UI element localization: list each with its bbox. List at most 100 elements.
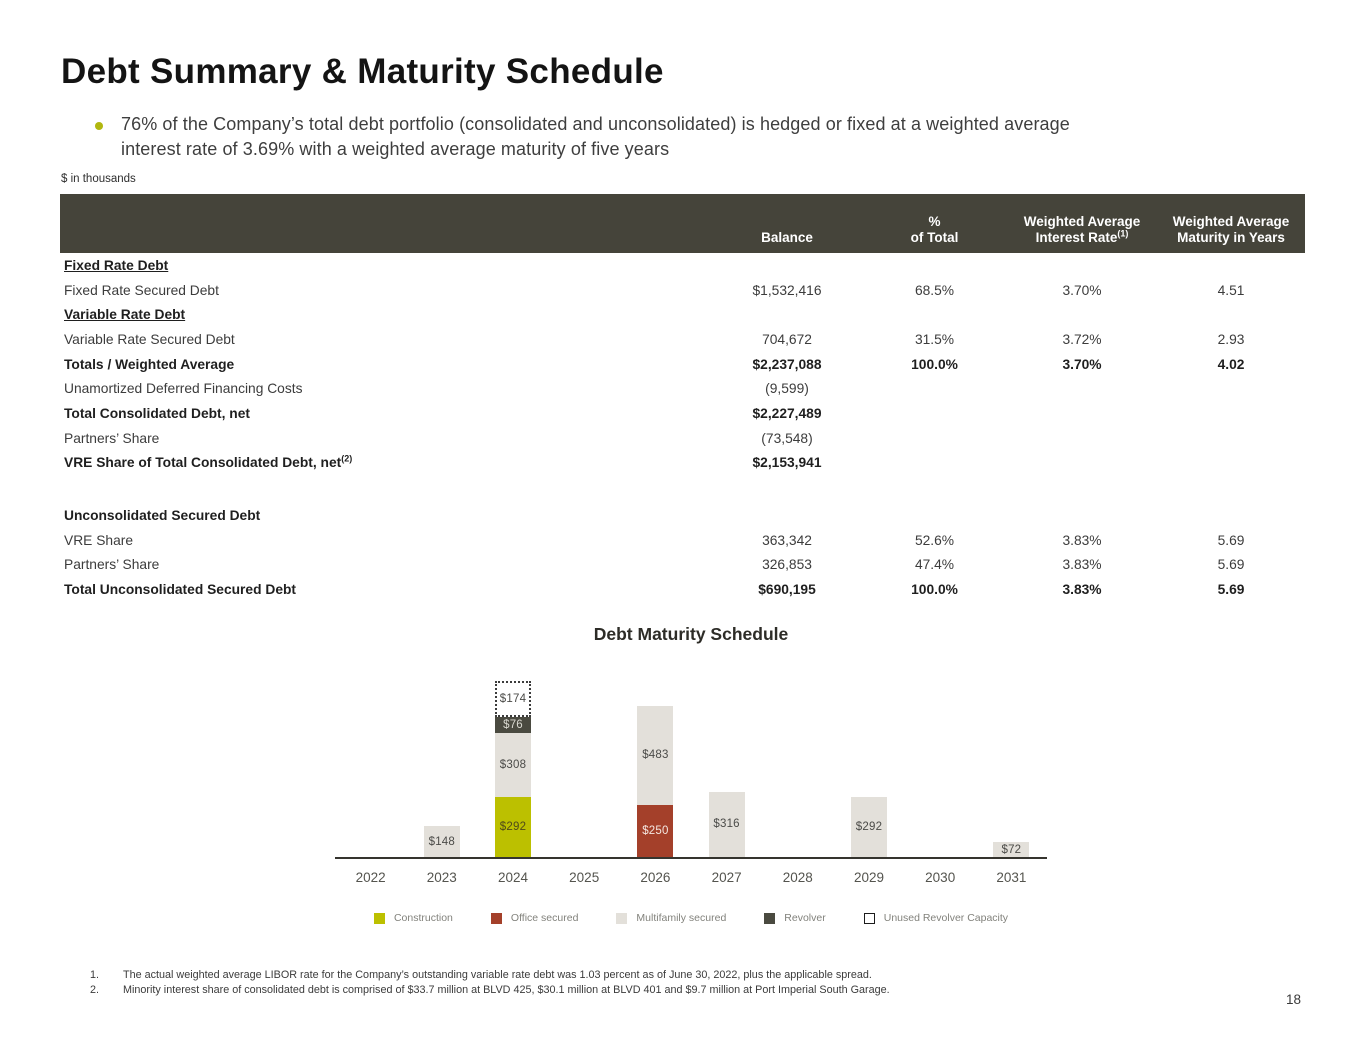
footnote-number: 2. [90,983,100,996]
row-label: Variable Rate Secured Debt [64,331,235,347]
row-pct-of-total: 100.0% [911,356,958,372]
legend-swatch [764,912,776,924]
table-header: Balance % of Total Weighted Average Inte… [60,194,1305,253]
row-label: Fixed Rate Secured Debt [64,282,219,298]
x-axis-label: 2031 [996,870,1027,885]
legend-label: Unused Revolver Capacity [883,912,1009,924]
chart-legend: Construction Office secured Multifamily se… [335,912,1047,924]
footnotes: 1. The actual weighted average LIBOR rate… [90,968,890,997]
bar-segment-unused-revolver-capacity: $174 [495,681,531,718]
header-cell-maturity: Weighted Average Maturity in Years [1157,214,1305,246]
bar-label: $148 [428,835,455,848]
bullet-icon [95,122,103,130]
legend-item-revolver: Revolver [764,912,826,924]
header-maturity-line2: Maturity in Years [1177,230,1285,245]
row-maturity: 4.02 [1217,356,1245,372]
table-row: Fixed Rate Secured Debt $1,532,416 68.5% 3.… [60,278,1305,303]
row-maturity: 5.69 [1217,532,1245,548]
row-interest-rate: 3.83% [1062,582,1102,598]
row-label: Partners’ Share [64,557,160,573]
page-number: 18 [1286,992,1302,1007]
row-label: Unconsolidated Secured Debt [64,508,261,524]
row-interest-rate: 3.83% [1062,532,1102,548]
bar-segment-multifamily-secured: $308 [495,733,531,797]
bar-label: $174 [499,693,527,706]
row-label: Fixed Rate Debt [64,257,169,273]
legend-swatch [616,912,628,924]
footnote-number: 1. [90,969,100,981]
row-balance: $2,227,489 [752,405,822,421]
row-label: Variable Rate Debt [64,307,186,323]
footnote-ref: (2) [341,453,353,464]
debt-maturity-chart: Debt Maturity Schedule $148 $292 $308 $76 $1… [335,624,1047,924]
legend-item-office-secured: Office secured [490,912,579,924]
x-axis-label: 2023 [426,870,457,885]
row-maturity: 2.93 [1217,331,1245,347]
x-axis-label: 2028 [782,870,813,885]
legend-label: Revolver [784,912,826,924]
bullet-line-1: 76% of the Company’s total debt portfoli… [121,114,1070,134]
header-cell-interest-rate: Weighted Average Interest Rate(1) [1007,214,1157,246]
table-row: Fixed Rate Debt [60,253,1305,278]
legend-swatch [373,912,385,924]
legend-swatch [490,912,502,924]
units-note: $ in thousands [61,173,136,185]
row-pct-of-total: 52.6% [914,532,955,548]
header-rate-line2: Interest Rate(1) [1035,228,1129,245]
x-axis-label: 2022 [355,870,386,885]
legend-label: Office secured [510,912,579,924]
header-rate-footnote-ref: (1) [1117,228,1129,239]
x-axis-label: 2026 [640,870,671,885]
bar-segment-revolver: $76 [495,717,531,733]
row-maturity: 5.69 [1217,557,1245,573]
legend-label: Construction [393,912,453,924]
row-label: VRE Share [64,532,134,548]
bar-segment-multifamily-secured: $483 [637,705,674,806]
chart-plot: $148 $292 $308 $76 $174 $250 $483 $316 $292 $72 [335,659,1047,859]
chart-title: Debt Maturity Schedule [593,624,789,644]
header-pct-line2: of Total [910,230,959,245]
bar-label: $250 [642,825,669,838]
bar-label: $316 [713,818,740,831]
table-row: Unamortized Deferred Financing Costs (9,5… [60,376,1305,401]
row-maturity: 5.69 [1217,582,1245,598]
bullet-text: 76% of the Company’s total debt portfoli… [121,112,1281,161]
row-label: Totals / Weighted Average [64,356,235,372]
row-label: Total Unconsolidated Secured Debt [64,582,297,598]
row-balance: (9,599) [765,381,809,397]
row-label: VRE Share of Total Consolidated Debt, ne… [64,453,353,471]
bar-segment-multifamily-secured: $148 [423,826,460,857]
legend-label: Multifamily secured [636,912,727,924]
row-label: Unamortized Deferred Financing Costs [64,381,303,397]
row-balance: 704,672 [762,331,812,347]
table-spacer-row [60,475,1305,503]
row-pct-of-total: 31.5% [914,331,955,347]
legend-item-multifamily-secured: Multifamily secured [616,912,726,924]
table-row: Totals / Weighted Average $2,237,088 100.0… [60,352,1305,377]
row-interest-rate: 3.72% [1062,331,1102,347]
row-balance: 363,342 [762,532,812,548]
x-axis-label: 2029 [853,870,885,885]
debt-summary-table: Balance % of Total Weighted Average Inte… [60,194,1305,602]
legend-swatch [863,912,875,924]
row-maturity: 4.51 [1217,282,1245,298]
row-interest-rate: 3.70% [1062,282,1102,298]
row-interest-rate: 3.83% [1062,557,1102,573]
bar-segment-office-secured: $250 [637,805,674,857]
legend-item-unused-revolver-capacity: Unused Revolver Capacity [863,912,1009,924]
bar-label: $72 [1001,843,1022,856]
table-row: VRE Share 363,342 52.6% 3.83% 5.69 [60,528,1305,553]
row-pct-of-total: 47.4% [914,557,955,573]
page-title: Debt Summary & Maturity Schedule [61,52,664,91]
row-label: Total Consolidated Debt, net [64,405,251,421]
bar-segment-construction: $292 [495,796,531,857]
footnote-text: The actual weighted average LIBOR rate f… [123,969,872,981]
table-row: Unconsolidated Secured Debt [60,503,1305,528]
bar-label: $483 [642,749,669,762]
footnote-text: Minority interest share of consolidated … [123,983,890,996]
bar-segment-multifamily-secured: $316 [708,791,745,857]
header-cell-balance: Balance [761,230,813,245]
x-axis-label: 2027 [711,870,742,885]
bar-label: $292 [499,820,527,833]
header-cell-pct-of-total: % of Total [862,214,1007,246]
